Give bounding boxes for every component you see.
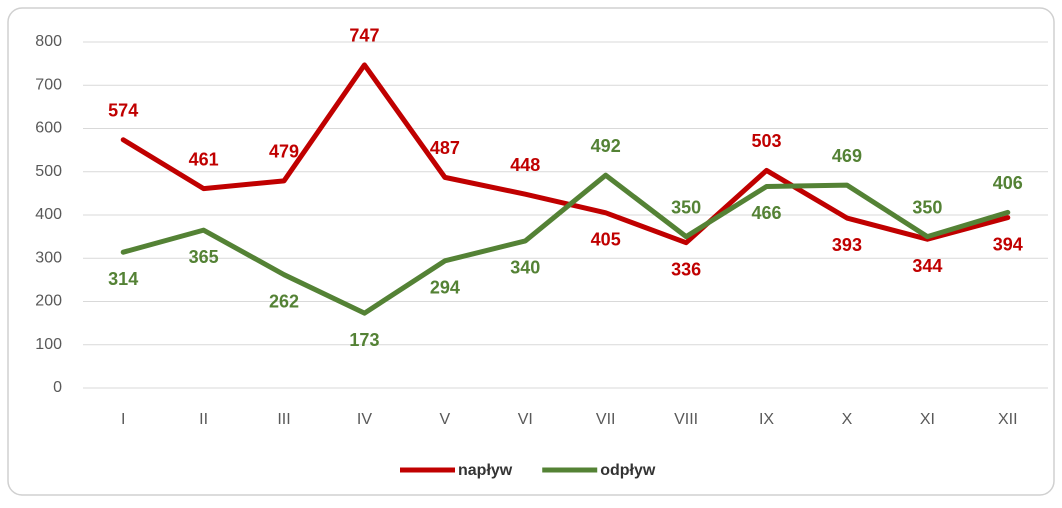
data-label: 461 xyxy=(189,149,219,169)
data-label: 406 xyxy=(993,173,1023,193)
data-label: 394 xyxy=(993,234,1023,254)
data-label: 487 xyxy=(430,138,460,158)
y-tick-label: 800 xyxy=(35,33,62,50)
x-tick-label: VIII xyxy=(674,411,698,428)
data-label: 448 xyxy=(510,155,540,175)
data-label: 350 xyxy=(912,197,942,217)
data-label: 405 xyxy=(591,230,621,250)
data-label: 479 xyxy=(269,142,299,162)
x-tick-label: XII xyxy=(998,411,1018,428)
data-label: 262 xyxy=(269,291,299,311)
x-tick-label: V xyxy=(440,411,451,428)
x-tick-label: VII xyxy=(596,411,616,428)
data-label: 503 xyxy=(752,131,782,151)
x-tick-label: III xyxy=(277,411,290,428)
x-tick-label: IV xyxy=(357,411,372,428)
data-label: 574 xyxy=(108,100,138,120)
y-tick-label: 600 xyxy=(35,120,62,137)
data-label: 747 xyxy=(349,26,379,46)
y-tick-label: 500 xyxy=(35,163,62,180)
y-tick-label: 0 xyxy=(53,379,62,396)
data-label: 173 xyxy=(349,330,379,350)
data-label: 294 xyxy=(430,278,460,298)
legend-label: napływ xyxy=(458,462,513,479)
y-tick-label: 400 xyxy=(35,206,62,223)
x-tick-label: II xyxy=(199,411,208,428)
chart-frame xyxy=(7,7,1055,496)
data-label: 314 xyxy=(108,269,138,289)
data-label: 365 xyxy=(189,247,219,267)
x-tick-label: I xyxy=(121,411,125,428)
y-tick-label: 200 xyxy=(35,293,62,310)
data-label: 350 xyxy=(671,197,701,217)
x-tick-label: IX xyxy=(759,411,774,428)
data-label: 393 xyxy=(832,235,862,255)
series-line xyxy=(120,62,1011,246)
y-tick-label: 100 xyxy=(35,336,62,353)
x-tick-label: XI xyxy=(920,411,935,428)
x-tick-label: VI xyxy=(518,411,533,428)
data-label: 344 xyxy=(912,256,942,276)
y-tick-label: 700 xyxy=(35,76,62,93)
x-tick-label: X xyxy=(842,411,853,428)
data-label: 466 xyxy=(752,203,782,223)
y-tick-label: 300 xyxy=(35,249,62,266)
data-label: 469 xyxy=(832,146,862,166)
data-label: 492 xyxy=(591,136,621,156)
series-line xyxy=(120,172,1011,316)
data-label: 340 xyxy=(510,258,540,278)
data-label: 336 xyxy=(671,259,701,279)
legend-label: odpływ xyxy=(600,462,656,479)
